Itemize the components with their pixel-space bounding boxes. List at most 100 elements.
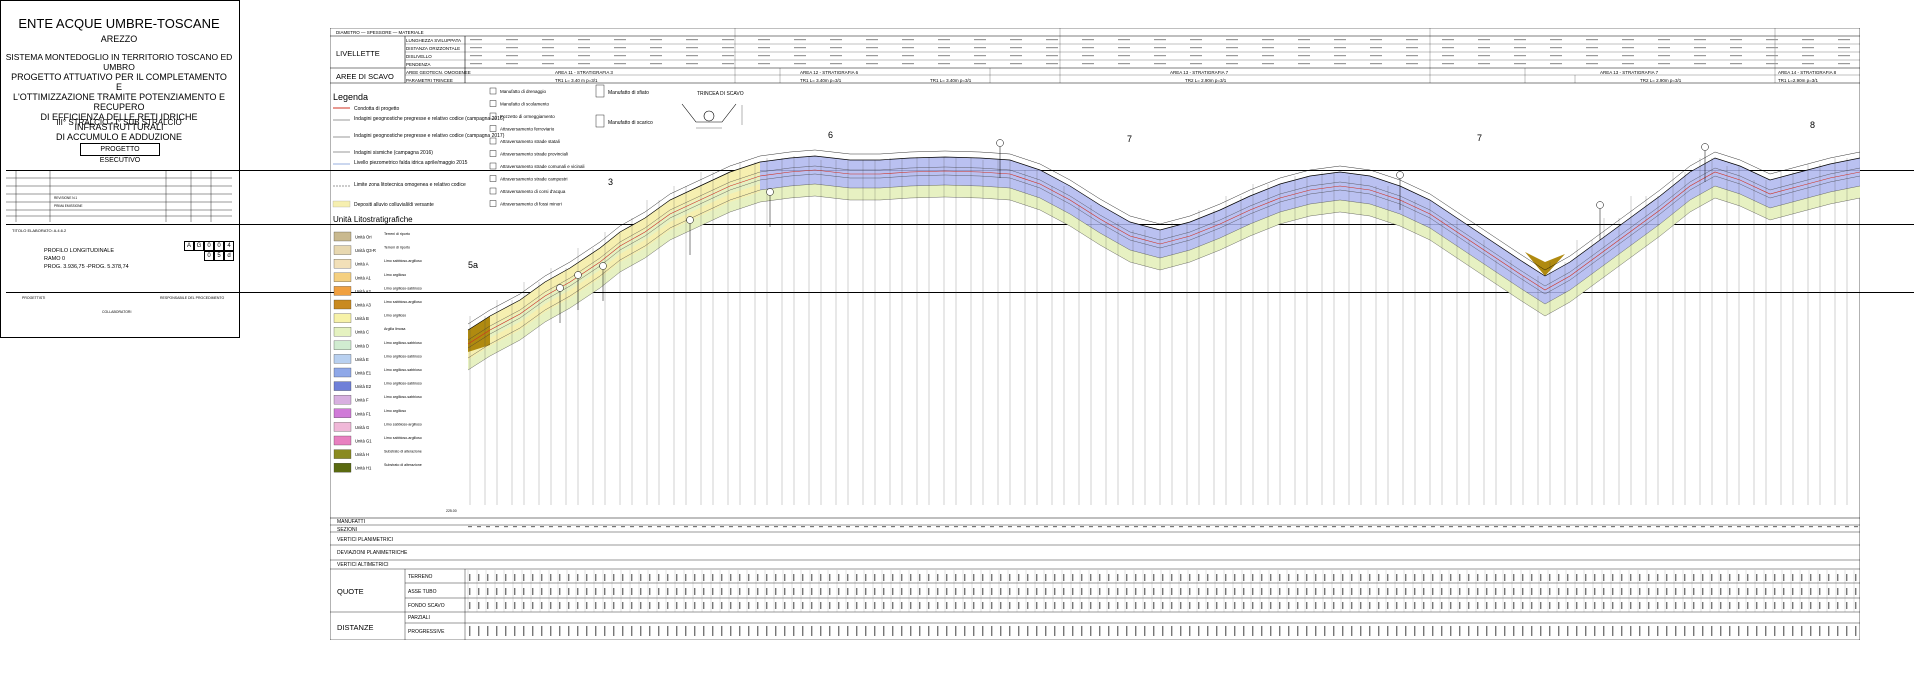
- asse-tubo-value: [1009, 588, 1011, 595]
- fondo-scavo-value: [946, 602, 948, 609]
- header-value: [1442, 39, 1454, 41]
- progressive-value: [1819, 626, 1821, 636]
- section-number: [1719, 526, 1723, 528]
- asse-tubo-value: [775, 588, 777, 595]
- unit-label: Limo argilloso-sabbioso: [384, 341, 422, 345]
- terreno-value: [1450, 574, 1452, 581]
- section-number: [693, 526, 697, 528]
- header-value: [1298, 47, 1310, 49]
- terreno-value: [1522, 574, 1524, 581]
- terreno-value: [802, 574, 804, 581]
- fondo-scavo-value: [1522, 602, 1524, 609]
- fondo-scavo-value: [577, 602, 579, 609]
- progressive-value: [1252, 626, 1254, 636]
- table-row-label: VERTICI PLANIMETRICI: [337, 537, 393, 543]
- terreno-value: [1549, 574, 1551, 581]
- terreno-value: [1180, 574, 1182, 581]
- asse-tubo-value: [1495, 588, 1497, 595]
- header-value: [974, 55, 986, 57]
- unit-label: Limo sabbioso-argilloso: [384, 422, 422, 426]
- asse-tubo-value: [604, 588, 606, 595]
- unit-swatch: [333, 286, 352, 296]
- section-number: [1035, 526, 1039, 528]
- progressive-value: [1000, 626, 1002, 636]
- section-number: [1224, 526, 1228, 528]
- unit-label: Limo argilloso-sabbioso: [384, 286, 422, 290]
- asse-tubo-value: [874, 588, 876, 595]
- symbol-label: Manufatto di drenaggio: [500, 89, 547, 94]
- terreno-value: [1801, 574, 1803, 581]
- asse-tubo-value: [1684, 588, 1686, 595]
- progressive-value: [1432, 626, 1434, 636]
- asse-tubo-value: [1081, 588, 1083, 595]
- fondo-scavo-value: [1468, 602, 1470, 609]
- unit-code: Unità F1: [355, 411, 371, 416]
- section-number: [1431, 526, 1435, 528]
- fondo-scavo-value: [1675, 602, 1677, 609]
- legend-item: Livello piezometrico falda idrica aprile…: [354, 160, 468, 166]
- progressive-value: [1729, 626, 1731, 636]
- code-cell: 0: [204, 251, 214, 261]
- progressive-value: [1153, 626, 1155, 636]
- progressive-value: [1765, 626, 1767, 636]
- terreno-value: [712, 574, 714, 581]
- progettisti-label: PROGETTISTI: [22, 296, 46, 300]
- longitudinal-profile-drawing: DIAMETRO — SPESSORE — MATERIALE LIVELLET…: [330, 28, 1860, 640]
- fondo-scavo-value: [1090, 602, 1092, 609]
- unit-label: Limo argilloso: [384, 314, 406, 318]
- progressive-value: [1621, 626, 1623, 636]
- header-value: [1550, 39, 1562, 41]
- section-number: [1260, 526, 1264, 528]
- asse-tubo-value: [514, 588, 516, 595]
- unit-code: Unità C: [355, 330, 369, 335]
- header-value: [1478, 47, 1490, 49]
- asse-tubo-value: [1486, 588, 1488, 595]
- progressive-value: [1396, 626, 1398, 636]
- header-value: [1550, 47, 1562, 49]
- symbol-label: Attraversamento strade provinciali: [500, 152, 568, 157]
- header-value: [830, 47, 842, 49]
- progressive-value: [1549, 626, 1551, 636]
- progressive-value: [1423, 626, 1425, 636]
- header-value: [1442, 55, 1454, 57]
- strata-line: [467, 155, 1860, 331]
- progressive-value: [703, 626, 705, 636]
- code-cell: d: [224, 251, 234, 261]
- header-value: [1226, 47, 1238, 49]
- fondo-scavo-value: [1360, 602, 1362, 609]
- fondo-scavo-value: [793, 602, 795, 609]
- terreno-value: [694, 574, 696, 581]
- asse-tubo-value: [595, 588, 597, 595]
- trincea-label: TR2 L= 2.90m p=3/1: [1185, 78, 1227, 83]
- section-number: [882, 526, 886, 528]
- header-value: [830, 63, 842, 65]
- frame: [330, 28, 1860, 640]
- asse-tubo-value: [1144, 588, 1146, 595]
- progressive-value: [1279, 626, 1281, 636]
- section-number: [1647, 526, 1651, 528]
- borehole-marker: [766, 188, 774, 196]
- manufatto-label: Manufatto di sfiato: [608, 90, 649, 96]
- header-value: [1370, 47, 1382, 49]
- section-number: [855, 526, 859, 528]
- progressive-value: [1774, 626, 1776, 636]
- asse-tubo-value: [1333, 588, 1335, 595]
- asse-tubo-value: [1099, 588, 1101, 595]
- asse-tubo-value: [991, 588, 993, 595]
- section-number: [1773, 526, 1777, 528]
- header-value: [1334, 55, 1346, 57]
- diametro-label: DIAMETRO — SPESSORE — MATERIALE: [336, 30, 424, 35]
- terreno-value: [1594, 574, 1596, 581]
- terreno-value: [1441, 574, 1443, 581]
- progressive-value: [1198, 626, 1200, 636]
- unit-swatch: [333, 408, 352, 418]
- fondo-scavo-value: [1117, 602, 1119, 609]
- asse-tubo-value: [469, 588, 471, 595]
- unit-code: Unità A2: [355, 289, 372, 294]
- fondo-scavo-value: [631, 602, 633, 609]
- livellette-row: LUNGHEZZA SVILUPPATA: [406, 38, 461, 43]
- section-number: [792, 526, 796, 528]
- fondo-scavo-value: [1153, 602, 1155, 609]
- aree-row: PARAMETRI TRINCEE: [406, 78, 453, 83]
- unit-swatch: [333, 313, 352, 323]
